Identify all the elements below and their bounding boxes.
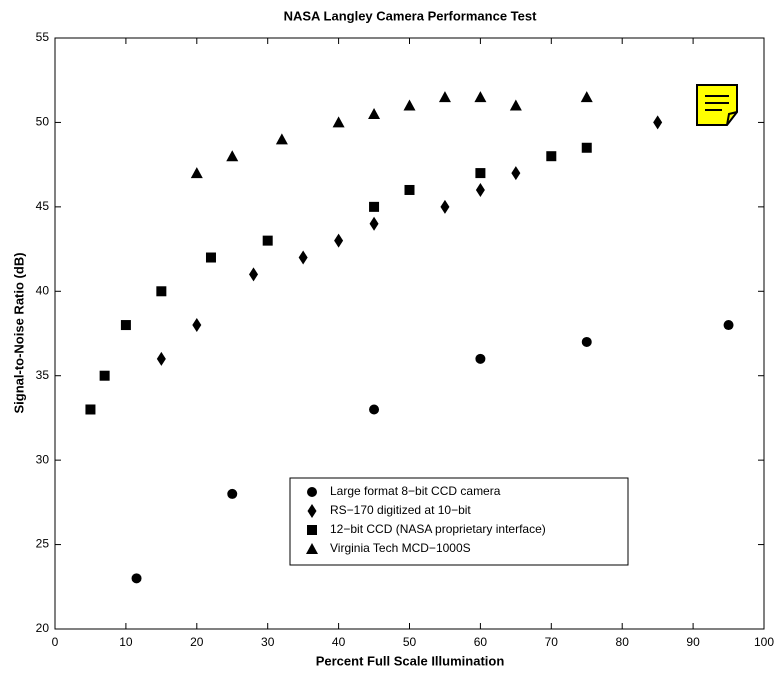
x-tick-label: 100: [754, 635, 774, 649]
point: [438, 91, 451, 103]
point: [190, 167, 203, 179]
point: [475, 182, 485, 197]
point: [369, 404, 380, 415]
point: [368, 107, 381, 119]
point: [205, 252, 216, 263]
point: [369, 216, 379, 231]
point: [99, 370, 110, 381]
x-tick-label: 20: [190, 635, 204, 649]
x-tick-label: 80: [616, 635, 630, 649]
point: [475, 168, 486, 179]
point: [581, 336, 592, 347]
point: [369, 201, 380, 212]
legend-marker: [306, 543, 318, 554]
y-tick-label: 25: [36, 537, 50, 551]
point: [404, 184, 415, 195]
legend-label: 12−bit CCD (NASA proprietary interface): [330, 522, 546, 536]
x-tick-label: 90: [686, 635, 700, 649]
point: [262, 235, 273, 246]
x-tick-label: 40: [332, 635, 346, 649]
legend-label: RS−170 digitized at 10−bit: [330, 503, 471, 517]
point: [120, 320, 131, 331]
point: [156, 286, 167, 297]
y-axis-label: Signal-to-Noise Ratio (dB): [11, 252, 26, 413]
legend-marker: [307, 487, 317, 497]
y-tick-label: 50: [36, 115, 50, 129]
x-tick-label: 70: [545, 635, 559, 649]
y-tick-label: 30: [36, 452, 50, 466]
legend-label: Large format 8−bit CCD camera: [330, 484, 501, 498]
x-tick-label: 60: [474, 635, 488, 649]
point: [226, 150, 239, 162]
legend-marker: [307, 525, 317, 535]
point: [511, 166, 521, 181]
y-tick-label: 45: [36, 199, 50, 213]
point: [723, 320, 734, 331]
point: [580, 91, 593, 103]
x-tick-label: 0: [52, 635, 59, 649]
y-tick-label: 35: [36, 368, 50, 382]
legend-label: Virginia Tech MCD−1000S: [330, 541, 471, 555]
x-axis-label: Percent Full Scale Illumination: [316, 653, 505, 668]
point: [474, 91, 487, 103]
legend-marker: [307, 504, 317, 518]
point: [546, 151, 557, 162]
point: [275, 133, 288, 145]
y-tick-label: 40: [36, 283, 50, 297]
point: [131, 573, 142, 584]
point: [192, 318, 202, 333]
point: [440, 199, 450, 214]
point: [156, 351, 166, 366]
point: [475, 353, 486, 364]
x-tick-label: 10: [119, 635, 133, 649]
point: [581, 142, 592, 153]
legend: [289, 477, 629, 566]
note-icon: [696, 84, 738, 126]
chart-title: NASA Langley Camera Performance Test: [284, 8, 538, 23]
point: [85, 404, 96, 415]
point: [334, 233, 344, 248]
point: [653, 115, 663, 130]
point: [403, 99, 416, 111]
point: [509, 99, 522, 111]
point: [249, 267, 259, 282]
point: [298, 250, 308, 265]
x-tick-label: 50: [403, 635, 417, 649]
point: [227, 488, 238, 499]
x-tick-label: 30: [261, 635, 275, 649]
y-tick-label: 55: [36, 30, 50, 44]
point: [332, 116, 345, 128]
y-tick-label: 20: [36, 621, 50, 635]
